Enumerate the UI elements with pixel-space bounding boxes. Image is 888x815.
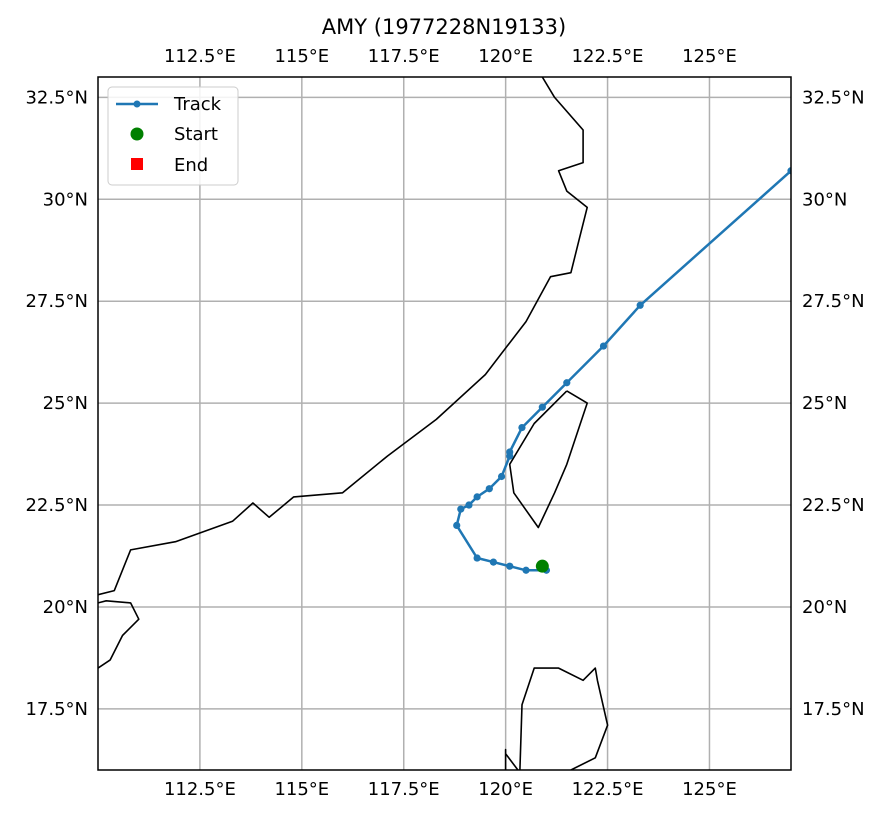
legend-start-label: Start xyxy=(174,124,218,145)
lon-tick-label-top-0: 112.5°E xyxy=(164,46,236,67)
track-point-13 xyxy=(518,423,526,432)
lon-tick-label-top-3: 120°E xyxy=(478,46,533,67)
legend-track-label: Track xyxy=(173,94,222,115)
lat-tick-label-right-1: 20°N xyxy=(802,597,847,618)
lat-tick-label-left-6: 32.5°N xyxy=(25,87,88,108)
track-point-14 xyxy=(538,403,546,411)
lat-tick-label-left-5: 30°N xyxy=(43,189,88,210)
lat-tick-label-left-1: 20°N xyxy=(43,597,88,618)
lat-tick-label-right-3: 25°N xyxy=(802,393,847,414)
legend-end-marker xyxy=(131,158,143,170)
coastline-hainan xyxy=(98,599,140,669)
lat-tick-label-right-2: 22.5°N xyxy=(802,495,865,516)
lat-tick-label-right-0: 17.5°N xyxy=(802,699,865,720)
track-point-10 xyxy=(497,472,506,481)
lon-tick-label-bottom-3: 120°E xyxy=(478,779,533,800)
coastline-luzon xyxy=(504,748,519,770)
track-point-16 xyxy=(599,342,608,350)
coastline-taiwan xyxy=(508,390,589,529)
track-point-8 xyxy=(473,493,481,501)
lon-tick-label-top-5: 125°E xyxy=(682,46,737,67)
track-point-15 xyxy=(563,379,571,387)
lat-tick-label-left-0: 17.5°N xyxy=(25,699,88,720)
lat-tick-label-left-4: 27.5°N xyxy=(25,291,88,312)
track-point-18 xyxy=(787,167,791,175)
storm-track xyxy=(453,167,791,574)
legend-end-label: End xyxy=(174,155,208,176)
lon-tick-label-bottom-4: 122.5°E xyxy=(572,779,644,800)
track-point-9 xyxy=(485,485,493,493)
start-marker xyxy=(535,559,549,573)
lat-tick-label-left-3: 25°N xyxy=(43,393,88,414)
track-point-12 xyxy=(506,448,514,456)
track-point-6 xyxy=(457,505,465,513)
axis-ticks: 112.5°E 112.5°E 115°E 115°E 117.5°E 117.5°E 12… xyxy=(25,46,864,800)
lat-tick-label-right-4: 27.5°N xyxy=(802,291,865,312)
lat-tick-label-left-2: 22.5°N xyxy=(25,495,88,516)
track-point-1 xyxy=(522,566,530,574)
map-title: AMY (1977228N19133) xyxy=(322,15,566,39)
track-point-5 xyxy=(453,521,461,530)
legend-track-marker xyxy=(133,100,141,108)
lon-tick-label-top-1: 115°E xyxy=(274,46,329,67)
lat-tick-label-right-5: 30°N xyxy=(802,189,847,210)
coastline-china xyxy=(98,77,589,596)
track-line xyxy=(455,169,791,572)
coastlines xyxy=(98,77,609,770)
lon-tick-label-bottom-1: 115°E xyxy=(274,779,329,800)
track-point-3 xyxy=(489,558,498,566)
track-point-4 xyxy=(473,554,481,562)
legend: Track Start End xyxy=(107,86,239,186)
coastline-luzon_main xyxy=(519,667,609,770)
track-point-17 xyxy=(636,301,644,309)
lon-tick-label-top-4: 122.5°E xyxy=(572,46,644,67)
track-point-2 xyxy=(506,562,514,570)
lat-tick-label-right-6: 32.5°N xyxy=(802,87,865,108)
lon-tick-label-top-2: 117.5°E xyxy=(368,46,440,67)
plot-frame xyxy=(97,76,792,771)
track-point-7 xyxy=(465,501,473,509)
legend-start-marker xyxy=(130,127,144,141)
lon-tick-label-bottom-0: 112.5°E xyxy=(164,779,236,800)
lon-tick-label-bottom-5: 125°E xyxy=(682,779,737,800)
lon-tick-label-bottom-2: 117.5°E xyxy=(368,779,440,800)
gridlines xyxy=(98,77,791,770)
